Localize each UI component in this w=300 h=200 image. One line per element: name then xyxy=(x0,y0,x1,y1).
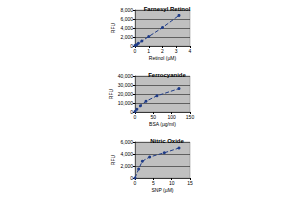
svg-text:RFU: RFU xyxy=(108,88,114,99)
svg-text:4,000: 4,000 xyxy=(120,25,133,31)
svg-text:0: 0 xyxy=(134,48,137,54)
svg-text:50: 50 xyxy=(151,114,157,120)
svg-text:0: 0 xyxy=(130,109,133,115)
svg-text:8,000: 8,000 xyxy=(120,7,133,13)
svg-text:2: 2 xyxy=(161,48,164,54)
svg-text:0: 0 xyxy=(130,43,133,49)
svg-text:10,000: 10,000 xyxy=(118,100,134,106)
svg-text:4,000: 4,000 xyxy=(120,151,133,157)
svg-text:RFU: RFU xyxy=(110,22,116,33)
svg-text:15: 15 xyxy=(187,180,193,186)
svg-text:2,000: 2,000 xyxy=(120,34,133,40)
svg-text:0: 0 xyxy=(130,175,133,181)
svg-text:0: 0 xyxy=(134,180,137,186)
svg-text:4: 4 xyxy=(189,48,192,54)
svg-text:6,000: 6,000 xyxy=(120,139,133,145)
svg-text:RFU: RFU xyxy=(110,154,116,165)
svg-text:0: 0 xyxy=(134,114,137,120)
svg-text:SNP (µM): SNP (µM) xyxy=(152,187,174,193)
svg-text:Retinol (µM): Retinol (µM) xyxy=(149,55,177,61)
svg-text:Farnesyl Retinol: Farnesyl Retinol xyxy=(144,6,191,12)
svg-text:40,000: 40,000 xyxy=(118,73,134,79)
svg-text:Ferrocyanide: Ferrocyanide xyxy=(148,72,186,78)
svg-text:Nitric Oxide: Nitric Oxide xyxy=(150,138,184,144)
svg-text:BSA (µg/ml): BSA (µg/ml) xyxy=(149,121,176,127)
svg-text:1: 1 xyxy=(147,48,150,54)
svg-text:5: 5 xyxy=(152,180,155,186)
svg-text:2,000: 2,000 xyxy=(120,163,133,169)
svg-text:6,000: 6,000 xyxy=(120,16,133,22)
svg-text:10: 10 xyxy=(169,180,175,186)
svg-text:20,000: 20,000 xyxy=(118,91,134,97)
svg-text:3: 3 xyxy=(175,48,178,54)
svg-text:100: 100 xyxy=(167,114,176,120)
svg-text:150: 150 xyxy=(186,114,195,120)
svg-text:30,000: 30,000 xyxy=(118,82,134,88)
